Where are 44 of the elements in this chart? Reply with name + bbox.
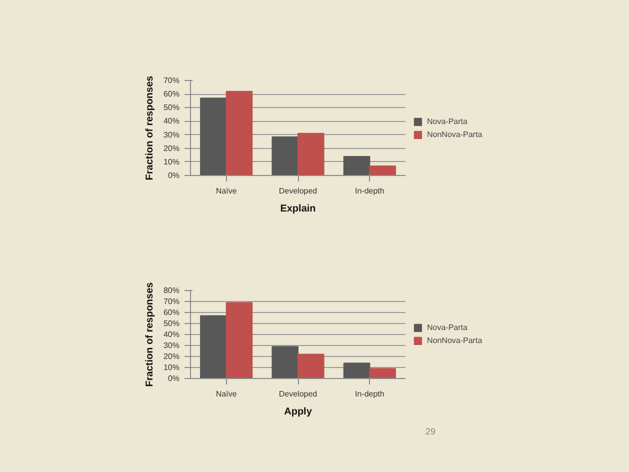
bar: [298, 354, 324, 378]
bar: [272, 136, 298, 176]
x-tick-label: In-depth: [354, 186, 384, 196]
legend-label: Nova-Parta: [427, 323, 468, 332]
x-tick-label: In-depth: [354, 390, 384, 398]
y-axis-title: Fraction of responses: [144, 282, 156, 387]
x-tick-label: Developed: [278, 390, 318, 398]
bar: [200, 98, 227, 176]
bar: [369, 166, 396, 176]
x-tick-label: Developed: [278, 186, 318, 196]
y-tick-label: 70%: [163, 76, 180, 85]
bar: [369, 368, 396, 378]
y-tick-label: 60%: [163, 90, 180, 99]
bar: [272, 346, 298, 378]
bar: [226, 302, 253, 378]
y-tick-label: 10%: [163, 157, 180, 166]
y-tick-label: 0%: [168, 171, 180, 180]
bar: [200, 315, 227, 378]
y-tick-label: 60%: [163, 308, 180, 317]
bar: [226, 90, 253, 176]
y-tick-label: 30%: [163, 130, 180, 140]
bar: [343, 156, 370, 176]
x-axis-title: Explain: [280, 204, 316, 214]
bar: [343, 362, 370, 378]
y-tick-label: 50%: [163, 103, 180, 112]
x-tick-label: Naïve: [216, 186, 238, 196]
y-tick-label: 20%: [163, 352, 180, 361]
y-tick-label: 40%: [163, 330, 180, 339]
y-tick-label: 40%: [163, 116, 180, 126]
y-tick-label: 10%: [163, 363, 180, 372]
legend-label: NonNova-Parta: [427, 336, 484, 345]
y-tick-label: 30%: [163, 341, 180, 350]
y-tick-label: 20%: [163, 144, 180, 153]
y-tick-label: 80%: [163, 286, 180, 295]
y-tick-label: 0%: [168, 374, 180, 383]
x-axis-title: Apply: [284, 406, 312, 418]
text: 29: [425, 426, 436, 436]
y-tick-label: 70%: [163, 297, 180, 306]
bar: [298, 132, 324, 176]
y-axis-title: Fraction of responses: [144, 75, 156, 180]
y-tick-label: 50%: [163, 319, 180, 328]
x-tick-label: Naïve: [216, 390, 238, 398]
legend-label: NonNova-Parta: [427, 130, 484, 138]
legend-label: Nova-Parta: [427, 116, 468, 126]
